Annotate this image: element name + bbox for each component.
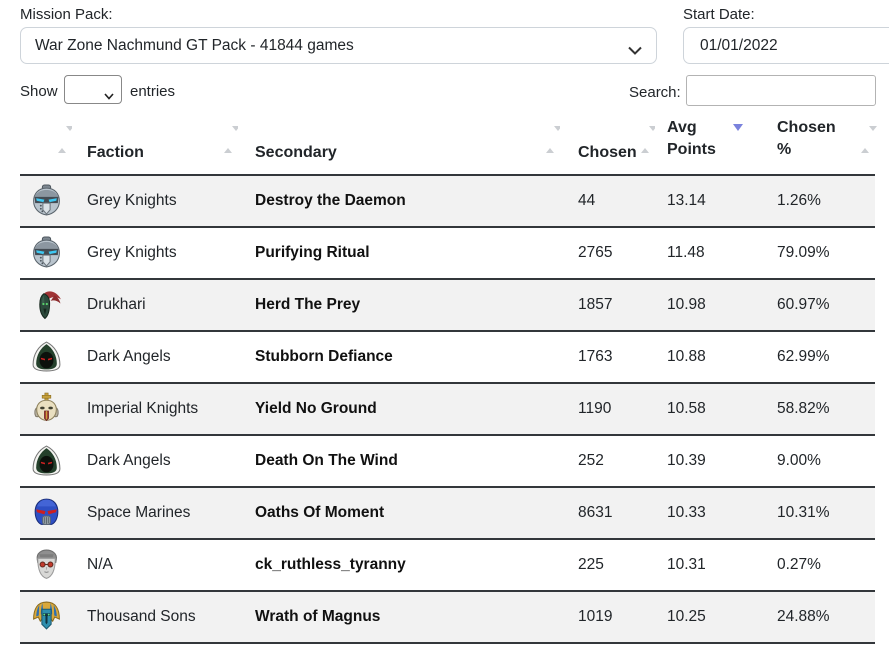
table-row: Space Marines Oaths Of Moment 8631 10.33… [20, 486, 875, 540]
dark-angels-icon [20, 434, 72, 488]
secondary-cell: Oaths Of Moment [238, 486, 560, 540]
faction-cell: Grey Knights [72, 226, 238, 280]
sort-icon [546, 125, 562, 153]
table-row: Drukhari Herd The Prey 1857 10.98 60.97% [20, 278, 875, 332]
avg-points-cell: 10.25 [655, 590, 747, 644]
faction-cell: Dark Angels [72, 330, 238, 384]
faction-cell: Space Marines [72, 486, 238, 540]
faction-cell: Thousand Sons [72, 590, 238, 644]
header-avg-points[interactable]: Avg Points [655, 113, 747, 176]
avg-points-cell: 10.31 [655, 538, 747, 592]
table-row [20, 642, 875, 657]
search-input[interactable] [686, 75, 876, 106]
imperial-knights-icon [20, 382, 72, 436]
chevron-down-icon [628, 42, 642, 60]
partial-next-row-icon [20, 642, 72, 657]
table-row: Imperial Knights Yield No Ground 1190 10… [20, 382, 875, 436]
avg-points-cell: 11.48 [655, 226, 747, 280]
na-faction-icon [20, 538, 72, 592]
table-header-row: Faction Secondary Chosen Avg Points Chos… [20, 113, 877, 176]
secondary-cell: Death On The Wind [238, 434, 560, 488]
secondary-cell: Stubborn Defiance [238, 330, 560, 384]
chosen-cell: 1019 [560, 590, 655, 644]
table-row: Dark Angels Death On The Wind 252 10.39 … [20, 434, 875, 488]
entries-count-select[interactable] [64, 75, 122, 104]
chosen-cell: 1763 [560, 330, 655, 384]
chosen-cell: 1190 [560, 382, 655, 436]
chosen-pct-cell: 79.09% [747, 226, 875, 280]
secondary-cell [238, 642, 560, 657]
chosen-cell: 252 [560, 434, 655, 488]
header-faction[interactable]: Faction [72, 113, 240, 176]
dark-angels-icon [20, 330, 72, 384]
mission-pack-selected-value: War Zone Nachmund GT Pack - 41844 games [35, 36, 354, 54]
chosen-pct-cell: 60.97% [747, 278, 875, 332]
mission-pack-select[interactable]: War Zone Nachmund GT Pack - 41844 games [20, 27, 657, 64]
chosen-pct-cell [747, 642, 875, 657]
faction-cell: Drukhari [72, 278, 238, 332]
secondary-cell: Wrath of Magnus [238, 590, 560, 644]
avg-points-cell: 10.98 [655, 278, 747, 332]
chosen-cell: 225 [560, 538, 655, 592]
faction-cell [72, 642, 238, 657]
grey-knights-icon [20, 174, 72, 228]
avg-points-cell: 10.39 [655, 434, 747, 488]
search-label: Search: [629, 84, 681, 101]
space-marines-icon [20, 486, 72, 540]
table-row: Grey Knights Purifying Ritual 2765 11.48… [20, 226, 875, 280]
faction-cell: N/A [72, 538, 238, 592]
secondary-cell: Yield No Ground [238, 382, 560, 436]
sort-icon [861, 125, 877, 153]
table-row: Dark Angels Stubborn Defiance 1763 10.88… [20, 330, 875, 384]
chosen-pct-cell: 10.31% [747, 486, 875, 540]
avg-points-cell: 10.33 [655, 486, 747, 540]
secondary-cell: ck_ruthless_tyranny [238, 538, 560, 592]
chosen-pct-cell: 1.26% [747, 174, 875, 228]
chosen-pct-cell: 0.27% [747, 538, 875, 592]
chosen-pct-cell: 58.82% [747, 382, 875, 436]
avg-points-cell: 13.14 [655, 174, 747, 228]
chosen-pct-cell: 24.88% [747, 590, 875, 644]
secondary-cell: Purifying Ritual [238, 226, 560, 280]
chosen-cell: 44 [560, 174, 655, 228]
chevron-down-icon [104, 87, 114, 105]
sort-icon [224, 125, 240, 153]
secondaries-stats-table: Faction Secondary Chosen Avg Points Chos… [20, 113, 877, 657]
thousand-sons-icon [20, 590, 72, 644]
table-row: Grey Knights Destroy the Daemon 44 13.14… [20, 174, 875, 228]
start-date-label: Start Date: [683, 6, 755, 23]
drukhari-icon [20, 278, 72, 332]
sort-desc-icon [733, 123, 743, 149]
chosen-cell: 8631 [560, 486, 655, 540]
chosen-cell: 2765 [560, 226, 655, 280]
table-row: Thousand Sons Wrath of Magnus 1019 10.25… [20, 590, 875, 644]
faction-cell: Grey Knights [72, 174, 238, 228]
header-secondary[interactable]: Secondary [238, 113, 562, 176]
chosen-cell [560, 642, 655, 657]
avg-points-cell: 10.58 [655, 382, 747, 436]
table-row: N/A ck_ruthless_tyranny 225 10.31 0.27% [20, 538, 875, 592]
secondary-cell: Destroy the Daemon [238, 174, 560, 228]
avg-points-cell [655, 642, 747, 657]
faction-cell: Dark Angels [72, 434, 238, 488]
secondary-cell: Herd The Prey [238, 278, 560, 332]
avg-points-cell: 10.88 [655, 330, 747, 384]
entries-suffix-label: entries [130, 83, 176, 100]
chosen-cell: 1857 [560, 278, 655, 332]
header-faction-icon[interactable] [20, 113, 74, 176]
header-chosen[interactable]: Chosen [560, 113, 657, 176]
chosen-pct-cell: 62.99% [747, 330, 875, 384]
chosen-pct-cell: 9.00% [747, 434, 875, 488]
start-date-input[interactable] [683, 27, 889, 64]
faction-cell: Imperial Knights [72, 382, 238, 436]
sort-icon [58, 125, 74, 153]
header-chosen-pct[interactable]: Chosen % [747, 113, 877, 176]
grey-knights-icon [20, 226, 72, 280]
show-entries-label: Show [20, 83, 58, 100]
mission-pack-label: Mission Pack: [20, 6, 113, 23]
sort-icon [641, 125, 657, 153]
